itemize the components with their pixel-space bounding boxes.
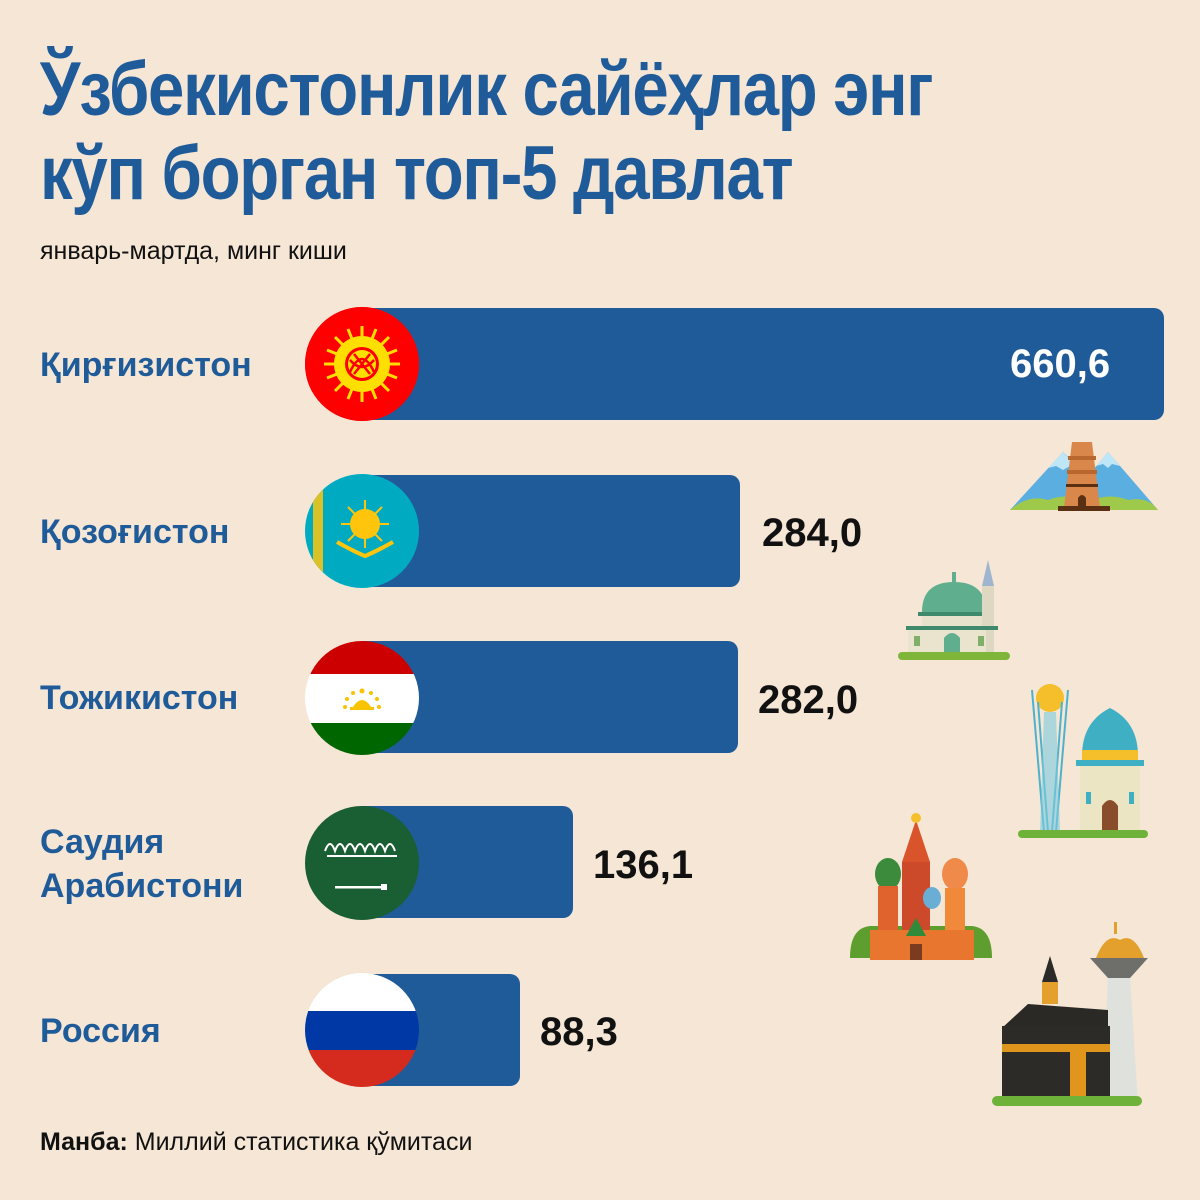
value-tajikistan: 282,0 bbox=[758, 678, 859, 722]
saudi-arabia-flag-icon bbox=[305, 806, 419, 920]
country-label-line-2: Арабистони bbox=[40, 867, 244, 905]
value-kazakhstan: 284,0 bbox=[762, 511, 863, 555]
value-russia: 88,3 bbox=[540, 1010, 618, 1054]
st-basil-cathedral-illustration-icon bbox=[850, 813, 992, 960]
country-label-tajikistan: Тожикистон bbox=[40, 679, 239, 717]
subtitle: январь-мартда, минг киши bbox=[40, 237, 347, 265]
page-title: Ўзбекистонлик сайёҳлар энг кўп борган то… bbox=[40, 48, 986, 216]
tajikistan-flag-icon bbox=[305, 641, 419, 755]
country-label-line-1: Саудия bbox=[40, 823, 165, 861]
russia-flag-icon bbox=[305, 973, 419, 1087]
baiterek-mosque-illustration-icon bbox=[1018, 684, 1148, 838]
country-label-kazakhstan: Қозоғистон bbox=[40, 513, 230, 551]
kaaba-tower-illustration-icon bbox=[992, 922, 1148, 1106]
bar-tajikistan bbox=[362, 641, 738, 753]
bar-kyrgyzstan bbox=[362, 308, 1164, 420]
source-text: Миллий статистика қўмитаси bbox=[127, 1128, 473, 1156]
source-label: Манба: bbox=[40, 1128, 128, 1156]
country-label-saudi-arabia: Саудия Арабистони bbox=[40, 820, 243, 908]
value-kyrgyzstan: 660,6 bbox=[1010, 342, 1111, 386]
burana-tower-illustration-icon bbox=[1010, 442, 1158, 511]
kyrgyzstan-flag-icon bbox=[305, 307, 419, 421]
mosque-illustration-icon bbox=[898, 560, 1010, 660]
country-label-kyrgyzstan: Қирғизистон bbox=[40, 346, 252, 384]
value-saudi-arabia: 136,1 bbox=[593, 843, 694, 887]
kazakhstan-flag-icon bbox=[305, 474, 419, 588]
source-note: Манба: Миллий статистика қўмитаси bbox=[40, 1128, 472, 1157]
country-label-russia: Россия bbox=[40, 1012, 161, 1050]
title-line-1: Ўзбекистонлик сайёҳлар энг bbox=[40, 47, 933, 132]
bar-kazakhstan bbox=[362, 475, 740, 587]
title-line-2: кўп борган топ-5 давлат bbox=[40, 131, 794, 216]
